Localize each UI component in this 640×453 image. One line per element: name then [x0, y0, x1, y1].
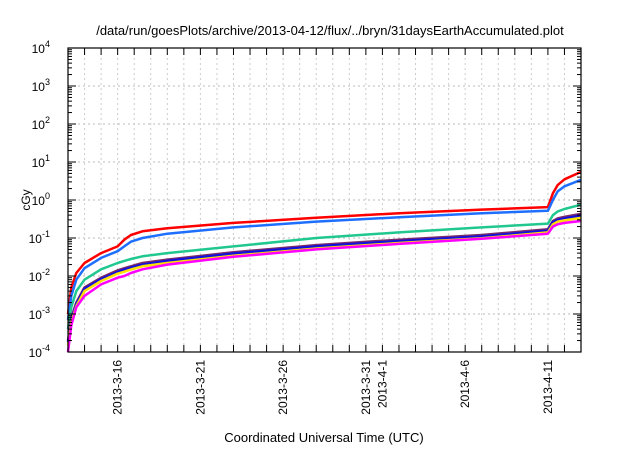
- y-tick-label: 100: [32, 191, 50, 208]
- y-tick-label: 102: [32, 115, 50, 132]
- y-tick-label: 10-4: [29, 343, 50, 360]
- series-line-red: [66, 170, 582, 315]
- y-tick-label: 10-3: [29, 305, 50, 322]
- series-line-teal: [66, 203, 582, 330]
- y-tick-label: 101: [32, 153, 50, 170]
- series-line-purple: [66, 212, 582, 341]
- x-tick-label: 2013-3-21: [193, 360, 207, 415]
- series-line-blue: [66, 178, 582, 321]
- y-tick-label: 10-2: [29, 267, 50, 284]
- x-axis-label: Coordinated Universal Time (UTC): [224, 430, 423, 445]
- series-group: [66, 170, 582, 353]
- grid: [67, 47, 582, 353]
- x-tick-label: 2013-3-26: [276, 360, 290, 415]
- y-tick-label: 10-1: [29, 229, 50, 246]
- x-tick-label: 2013-3-16: [111, 360, 125, 415]
- series-line-yellow: [66, 216, 582, 346]
- y-tick-label: 103: [32, 77, 50, 94]
- x-tick-label: 2013-4-6: [458, 360, 472, 408]
- y-axis-label: cGy: [19, 189, 33, 210]
- x-tick-label: 2013-4-1: [375, 360, 389, 408]
- chart-title: /data/run/goesPlots/archive/2013-04-12/f…: [96, 23, 564, 38]
- x-tick-label: 2013-3-31: [359, 360, 373, 415]
- series-line-magenta: [66, 219, 582, 353]
- y-tick-label: 104: [32, 39, 50, 56]
- x-tick-label: 2013-4-11: [541, 360, 555, 414]
- ticks: 104 103 102 101 100 10-1 10-2 10-3 10-4 2013-3-16…: [29, 39, 582, 415]
- series-line-dark-blue: [66, 214, 582, 343]
